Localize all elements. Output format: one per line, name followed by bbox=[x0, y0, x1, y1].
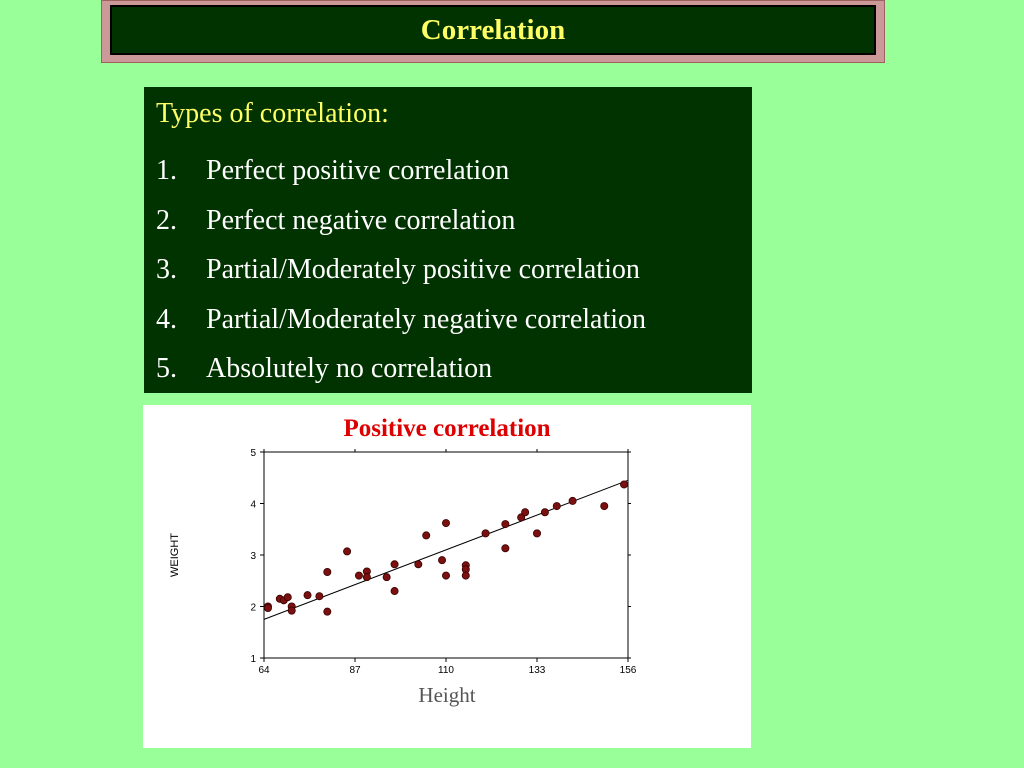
list-item-number: 3. bbox=[156, 254, 177, 285]
data-point bbox=[303, 591, 312, 600]
data-point bbox=[315, 592, 324, 601]
data-point bbox=[362, 573, 371, 582]
x-tick-label: 64 bbox=[258, 665, 270, 676]
chart-title: Positive correlation bbox=[343, 415, 551, 442]
data-point bbox=[323, 607, 332, 616]
data-point bbox=[501, 520, 510, 529]
slide-title-frame: Correlation bbox=[101, 0, 885, 63]
list-item-text: Partial/Moderately negative correlation bbox=[206, 303, 647, 335]
y-axis-label: WEIGHT bbox=[169, 533, 181, 577]
list-item-text: Perfect negative correlation bbox=[206, 204, 516, 236]
data-point bbox=[521, 508, 530, 517]
x-tick-label: 87 bbox=[349, 665, 361, 676]
types-heading: Types of correlation: bbox=[156, 98, 389, 129]
y-tick-label: 4 bbox=[250, 500, 256, 511]
list-item: 5. Absolutely no correlation bbox=[156, 344, 752, 394]
trend-line bbox=[263, 479, 629, 620]
y-tick-label: 1 bbox=[250, 654, 256, 665]
axis-ticks: 64 87 110 133 156 1 2 3 4 5 bbox=[250, 448, 636, 676]
list-item-number: 1. bbox=[156, 155, 177, 186]
data-point bbox=[441, 519, 450, 528]
data-point bbox=[382, 573, 391, 582]
data-point bbox=[390, 587, 399, 596]
list-item-number: 4. bbox=[156, 303, 177, 335]
types-list: 1. Perfect positive correlation 2. Perfect… bbox=[156, 146, 752, 394]
chart-panel: Positive correlation 64 87 110 133 156 1 2 3 4 5 … bbox=[143, 405, 751, 748]
slide-title-box: Correlation bbox=[110, 5, 876, 55]
data-point bbox=[532, 529, 541, 538]
list-item-number: 2. bbox=[156, 204, 177, 236]
data-point bbox=[501, 544, 510, 553]
data-point bbox=[287, 606, 296, 615]
data-point bbox=[343, 547, 352, 556]
y-tick-label: 3 bbox=[250, 551, 256, 562]
data-point bbox=[540, 508, 549, 517]
plot-area-frame bbox=[263, 451, 629, 659]
data-point bbox=[568, 496, 577, 505]
data-point bbox=[438, 556, 447, 565]
data-point bbox=[390, 560, 399, 569]
types-of-correlation-box: Types of correlation: 1. Perfect positive… bbox=[144, 87, 752, 393]
x-axis-label: Height bbox=[418, 683, 476, 707]
scatter-plot: 64 87 110 133 156 1 2 3 4 5 WEIGHT bbox=[169, 448, 637, 676]
data-point bbox=[461, 571, 470, 580]
x-tick-label: 110 bbox=[438, 665, 454, 676]
data-point bbox=[354, 571, 363, 580]
list-item: 4. Partial/Moderately negative correlatio… bbox=[156, 295, 752, 345]
list-item: 2. Perfect negative correlation bbox=[156, 196, 752, 246]
x-tick-label: 133 bbox=[529, 665, 546, 676]
list-item-text: Partial/Moderately positive correlation bbox=[206, 254, 640, 285]
x-tick-label: 156 bbox=[620, 665, 637, 676]
data-point bbox=[600, 502, 609, 511]
data-point bbox=[323, 567, 332, 576]
list-item-text: Absolutely no correlation bbox=[206, 353, 493, 384]
data-point bbox=[414, 560, 423, 569]
data-point bbox=[283, 593, 292, 602]
data-point bbox=[422, 531, 431, 540]
list-item: 3. Partial/Moderately positive correlatio… bbox=[156, 245, 752, 295]
list-item: 1. Perfect positive correlation bbox=[156, 146, 752, 196]
list-item-text: Perfect positive correlation bbox=[206, 155, 510, 186]
data-point bbox=[263, 604, 272, 613]
data-point bbox=[481, 529, 490, 538]
y-tick-label: 2 bbox=[250, 603, 256, 614]
slide-title: Correlation bbox=[420, 13, 566, 46]
data-point bbox=[441, 571, 450, 580]
data-point bbox=[552, 502, 561, 511]
list-item-number: 5. bbox=[156, 353, 177, 384]
y-tick-label: 5 bbox=[250, 448, 256, 459]
data-points bbox=[263, 480, 629, 616]
data-point bbox=[620, 480, 629, 489]
